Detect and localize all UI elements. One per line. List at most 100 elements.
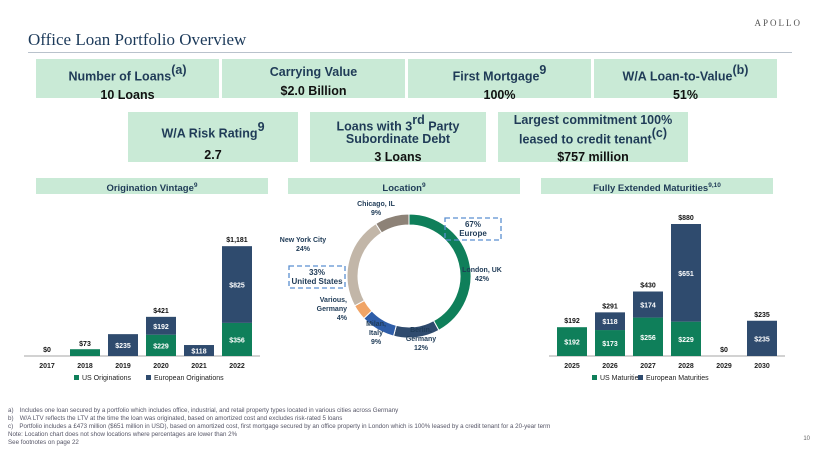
bar-label-us: $356: [229, 337, 245, 344]
legend-swatch-us: [74, 375, 79, 380]
kpi-loan-to-value: W/A Loan-to-Value(b) 51%: [594, 59, 777, 102]
slice-label: Milan,: [366, 321, 386, 328]
bar-total: $0: [43, 347, 51, 354]
page-number: 10: [803, 436, 810, 442]
section-origination-vintage: Origination Vintage9: [36, 178, 268, 194]
bar-us-2020: [146, 334, 176, 356]
bar-total: $421: [153, 308, 169, 315]
kpi-value: 2.7: [204, 148, 222, 163]
location-chart: London, UK 42% Berlin, Germany 12% Milan, Ital…: [280, 201, 502, 352]
slice-label: Germany: [406, 336, 436, 343]
legend-swatch-europe: [146, 375, 151, 380]
slice-label: 12%: [414, 345, 429, 352]
section-sup: 9: [421, 182, 426, 189]
kpi-label: Party: [424, 119, 460, 134]
legend-label-europe: European Originations: [154, 375, 224, 382]
bar-label-europe: $118: [602, 319, 617, 326]
kpi-value: 3 Loans: [374, 150, 422, 165]
kpi-sup: 9: [257, 120, 265, 134]
slice-label: Various,: [320, 297, 347, 304]
region-callout-label: Europe: [459, 229, 487, 238]
slice-label: New York City: [280, 237, 326, 244]
title-divider: [28, 52, 792, 53]
slice-label: Berlin,: [410, 327, 432, 334]
section-label: Fully Extended Maturities: [593, 183, 709, 195]
x-tick-label: 2020: [153, 363, 169, 370]
kpi-value: 100%: [483, 88, 516, 103]
bar-label-europe: $235: [754, 336, 770, 343]
kpi-label: Largest commitment 100%: [513, 113, 673, 127]
page-title: Office Loan Portfolio Overview: [28, 30, 247, 49]
x-tick-label: 2018: [77, 363, 93, 370]
kpi-number-of-loans: Number of Loans(a) 10 Loans: [36, 59, 219, 102]
section-location: Location9: [288, 178, 520, 194]
slice-label: 9%: [371, 339, 382, 346]
donut-slice: [375, 213, 410, 234]
bar-us-2025: [557, 327, 587, 356]
x-tick-label: 2029: [716, 363, 732, 370]
bar-europe-2020: [146, 316, 176, 335]
x-tick-label: 2030: [754, 363, 770, 370]
bar-label-europe: $651: [678, 271, 694, 278]
x-tick-label: 2028: [678, 363, 694, 370]
apollo-logo: APOLLO: [754, 18, 802, 28]
region-callout-value: 33%: [309, 268, 325, 277]
bar-label-us: $229: [153, 343, 169, 350]
bar-europe-2030: [747, 320, 777, 356]
bar-label-us: $173: [602, 341, 618, 348]
legend-swatch-europe: [638, 375, 643, 380]
footnote-see: See footnotes on page 22: [8, 439, 79, 446]
slice-label: 24%: [296, 246, 311, 253]
origination-vintage-chart: $0 2017 $73 2018 $235 2019 $229 $192 $421 2020 $11…: [24, 237, 260, 382]
legend-label-us: US Originations: [82, 375, 132, 382]
kpi-label: Loans with 3: [336, 119, 413, 134]
x-tick-label: 2017: [39, 363, 55, 370]
kpi-first-mortgage: First Mortgage9 100%: [408, 59, 591, 102]
kpi-sup: 9: [539, 63, 547, 77]
kpi-sup: (b): [732, 63, 749, 77]
legend-label-europe: European Maturities: [646, 375, 709, 382]
slice-label: 42%: [475, 276, 490, 283]
bar-us-2022: [222, 322, 252, 356]
bar-us-2027: [633, 317, 663, 356]
kpi-subordinate-debt: Loans with 3rd Party Subordinate Debt 3 …: [310, 112, 486, 165]
slice-label: Italy: [369, 330, 383, 337]
region-callout-box: [288, 265, 346, 289]
kpi-label: Number of Loans: [68, 69, 172, 84]
footnote-note: Note: Location chart does not show locat…: [8, 431, 238, 438]
kpi-value: 10 Loans: [100, 88, 155, 103]
slice-label: Chicago, IL: [357, 201, 395, 208]
kpi-label: First Mortgage: [452, 69, 540, 84]
footnote-a: a) Includes one loan secured by a portfo…: [8, 407, 399, 414]
slice-label: 9%: [371, 210, 382, 217]
legend-label-us: US Maturities: [600, 375, 643, 382]
bar-label-us: $192: [564, 340, 580, 347]
x-tick-label: 2019: [115, 363, 131, 370]
bar-europe-2028: [671, 224, 701, 322]
bar-europe-2027: [633, 291, 663, 318]
bar-us-2026: [595, 330, 625, 356]
x-tick-label: 2027: [640, 363, 656, 370]
bar-label-europe: $825: [229, 283, 245, 290]
region-callout-box: [444, 217, 502, 241]
kpi-label: Carrying Value: [269, 65, 358, 79]
slice-label: Germany: [317, 306, 347, 313]
bar-total: $235: [754, 312, 770, 319]
section-label: Location: [382, 183, 422, 195]
kpi-sup: (a): [171, 63, 187, 77]
footnote-b: b) W/A LTV reflects the LTV at the time …: [8, 415, 343, 422]
region-callout-label: United States: [291, 277, 343, 286]
bar-total: $430: [640, 283, 656, 290]
kpi-value: 51%: [672, 88, 699, 103]
x-tick-label: 2021: [191, 363, 207, 370]
kpi-largest-commitment: Largest commitment 100% leased to credit…: [498, 112, 688, 164]
x-tick-label: 2025: [564, 363, 580, 370]
section-sup: 9,10: [708, 182, 721, 189]
bar-label-europe: $192: [153, 324, 169, 331]
bar-europe-2019: [108, 334, 138, 356]
bar-europe-2021: [184, 345, 214, 356]
kpi-label: leased to credit tenant: [519, 132, 652, 147]
bar-label-us: $229: [678, 337, 694, 344]
slice-label: London, UK: [462, 267, 502, 274]
bar-total: $880: [678, 215, 694, 222]
